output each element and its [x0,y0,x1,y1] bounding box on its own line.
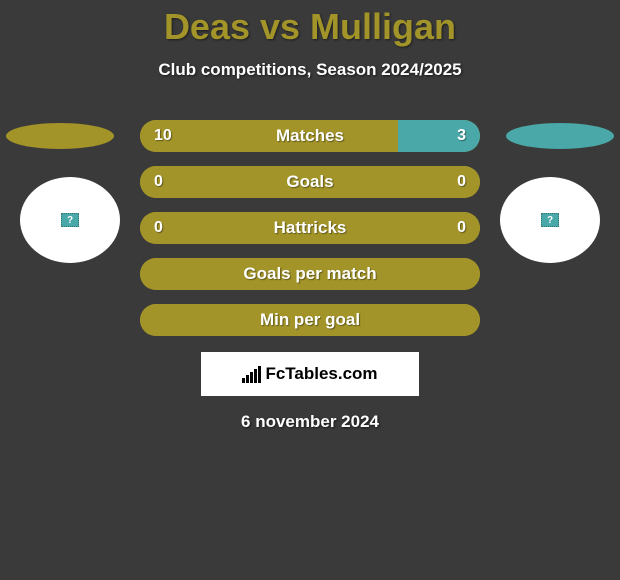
avatar-left: ? [20,177,120,263]
ellipse-right [506,123,614,149]
stat-segment-full [140,166,480,198]
stat-pill: Min per goal [140,304,480,336]
stat-value-left: 10 [154,127,172,145]
stat-pill: Hattricks00 [140,212,480,244]
logo-text: FcTables.com [265,364,377,384]
stat-segment-right [398,120,480,152]
stat-value-left: 0 [154,173,163,191]
bars-icon [242,366,261,383]
stat-value-right: 0 [457,219,466,237]
stat-segment-full [140,212,480,244]
stat-row: Goals per match [0,258,620,290]
question-icon: ? [541,213,559,227]
stat-pill: Goals00 [140,166,480,198]
stat-segment-left [140,120,398,152]
date-text: 6 november 2024 [0,412,620,432]
stat-value-right: 3 [457,127,466,145]
ellipse-left [6,123,114,149]
page-title: Deas vs Mulligan [0,0,620,48]
stat-value-left: 0 [154,219,163,237]
stat-row: Min per goal [0,304,620,336]
stat-segment-full [140,258,480,290]
stat-segment-full [140,304,480,336]
stat-value-right: 0 [457,173,466,191]
stat-pill: Goals per match [140,258,480,290]
question-icon: ? [61,213,79,227]
subtitle: Club competitions, Season 2024/2025 [0,60,620,80]
container: Deas vs Mulligan Club competitions, Seas… [0,0,620,580]
stat-pill: Matches103 [140,120,480,152]
avatar-right: ? [500,177,600,263]
logo-box: FcTables.com [201,352,419,396]
